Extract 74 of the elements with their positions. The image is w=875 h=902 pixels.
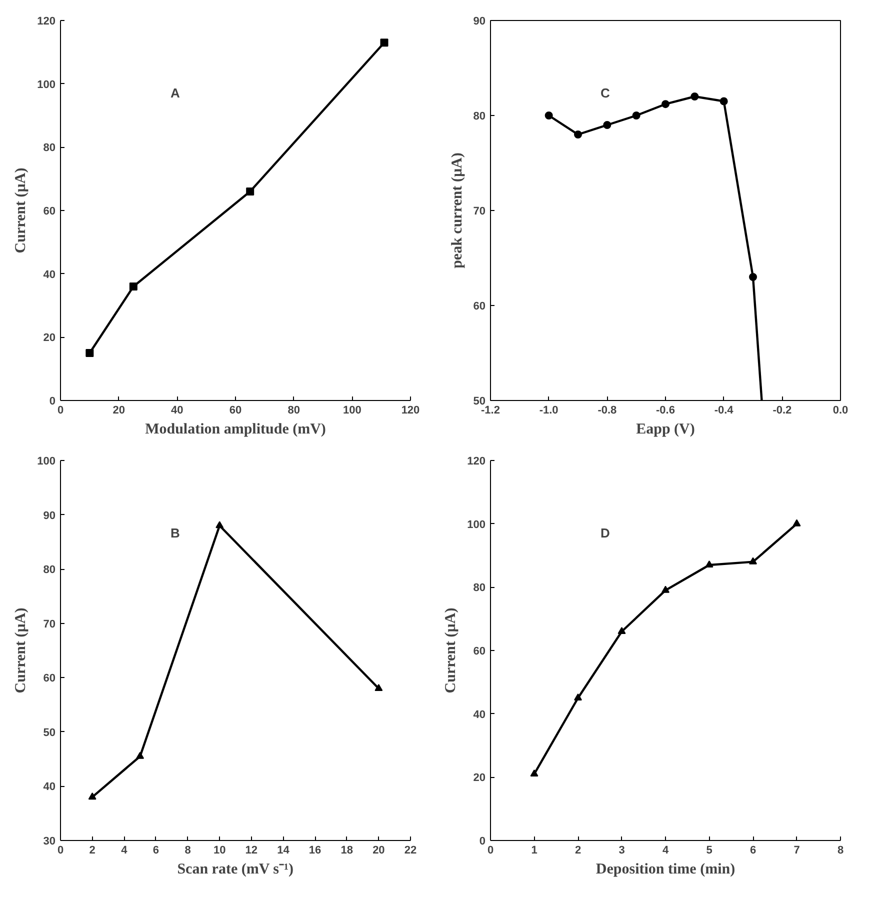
y-axis-title: peak current (µA) bbox=[449, 152, 466, 268]
x-tick-label: 8 bbox=[837, 844, 844, 856]
x-tick-label: 14 bbox=[277, 844, 290, 856]
x-tick-label: -0.6 bbox=[656, 404, 675, 416]
x-tick-label: -0.2 bbox=[772, 404, 792, 416]
y-tick-label: 80 bbox=[473, 110, 486, 122]
y-axis-title: Current (µA) bbox=[13, 608, 30, 694]
x-tick-label: 2 bbox=[89, 844, 96, 856]
x-tick-label: 2 bbox=[574, 844, 582, 856]
y-tick-label: 60 bbox=[43, 206, 56, 218]
y-tick-label: 60 bbox=[43, 672, 56, 685]
y-tick-label: 80 bbox=[43, 142, 56, 154]
x-tick-label: 1 bbox=[531, 844, 538, 856]
y-tick-label: 70 bbox=[43, 618, 56, 630]
x-axis-title: Modulation amplitude (mV) bbox=[145, 422, 326, 438]
x-tick-label: 10 bbox=[213, 844, 226, 856]
x-tick-label: -0.4 bbox=[714, 404, 734, 416]
x-tick-label: 16 bbox=[308, 844, 322, 856]
x-tick-label: 40 bbox=[171, 404, 184, 416]
x-tick-label: 20 bbox=[372, 844, 385, 856]
x-tick-label: 100 bbox=[342, 404, 362, 416]
x-tick-label: -1.2 bbox=[481, 404, 500, 416]
x-tick-label: 4 bbox=[662, 844, 670, 856]
annotation: B bbox=[170, 526, 180, 540]
x-axis-title: Eapp (V) bbox=[636, 422, 695, 438]
annotation: A bbox=[170, 86, 180, 100]
x-tick-label: 3 bbox=[618, 844, 625, 856]
annotation: D bbox=[600, 526, 610, 540]
x-tick-label: 12 bbox=[245, 844, 258, 856]
x-tick-label: 4 bbox=[121, 844, 128, 856]
y-tick-label: 40 bbox=[43, 781, 56, 794]
x-tick-label: 7 bbox=[794, 844, 800, 856]
annotation: C bbox=[600, 86, 610, 100]
x-tick-label: 80 bbox=[288, 404, 300, 416]
y-tick-label: 70 bbox=[473, 206, 486, 218]
x-tick-label: 60 bbox=[229, 404, 242, 416]
y-tick-label: 100 bbox=[467, 518, 486, 531]
y-tick-label: 40 bbox=[473, 708, 486, 721]
y-tick-label: 20 bbox=[43, 332, 56, 344]
x-tick-label: 6 bbox=[152, 844, 160, 856]
y-axis-title: Current (µA) bbox=[13, 168, 30, 254]
y-tick-label: 40 bbox=[43, 268, 56, 281]
x-tick-label: 0 bbox=[57, 404, 64, 416]
y-tick-label: 90 bbox=[473, 16, 486, 28]
y-tick-label: 100 bbox=[37, 456, 56, 468]
x-tick-label: 18 bbox=[340, 844, 353, 856]
x-tick-label: 0 bbox=[487, 844, 494, 856]
x-tick-label: -0.8 bbox=[598, 404, 617, 416]
y-tick-label: 120 bbox=[467, 456, 486, 468]
x-tick-label: 0.0 bbox=[832, 404, 848, 416]
x-tick-label: 120 bbox=[401, 404, 420, 416]
x-tick-label: 20 bbox=[112, 404, 125, 416]
x-axis-title: Scan rate (mV s⁻¹) bbox=[177, 862, 294, 878]
y-tick-label: 60 bbox=[473, 300, 486, 312]
x-axis-title: Deposition time (min) bbox=[596, 862, 736, 878]
x-tick-label: 0 bbox=[57, 844, 64, 856]
y-tick-label: 80 bbox=[473, 582, 486, 594]
y-tick-label: 90 bbox=[43, 510, 56, 522]
x-tick-label: 8 bbox=[184, 844, 191, 856]
x-tick-label: 6 bbox=[750, 844, 756, 856]
x-tick-label: 22 bbox=[404, 844, 417, 856]
y-tick-label: 20 bbox=[473, 772, 486, 784]
y-tick-label: 50 bbox=[43, 726, 56, 739]
y-tick-label: 120 bbox=[37, 16, 56, 28]
y-tick-label: 60 bbox=[473, 646, 486, 658]
y-tick-label: 0 bbox=[49, 396, 56, 408]
y-tick-label: 50 bbox=[473, 396, 486, 408]
y-tick-label: 30 bbox=[43, 836, 56, 848]
y-tick-label: 100 bbox=[37, 78, 56, 91]
x-tick-label: 5 bbox=[706, 844, 712, 856]
x-tick-label: -1.0 bbox=[539, 404, 558, 416]
y-tick-label: 80 bbox=[43, 564, 56, 576]
y-tick-label: 0 bbox=[479, 836, 486, 848]
y-axis-title: Current (µA) bbox=[443, 608, 460, 694]
